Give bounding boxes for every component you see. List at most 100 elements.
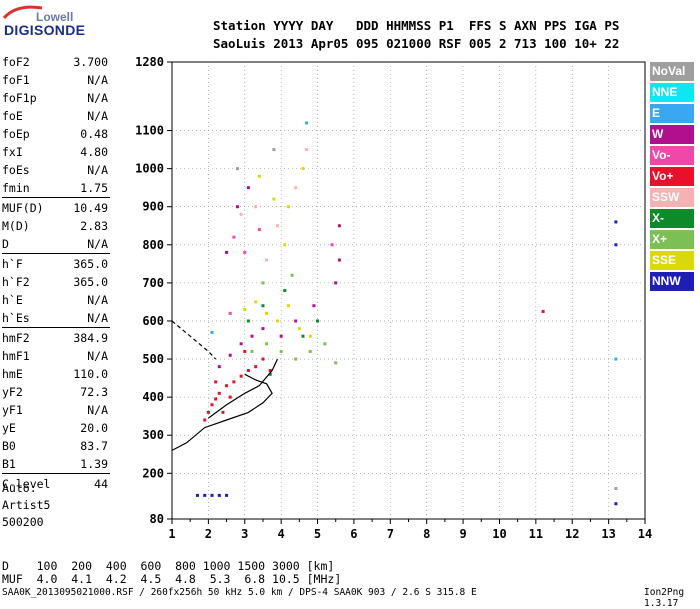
- param-value: 44: [94, 477, 108, 491]
- data-point: [261, 281, 265, 285]
- data-point: [265, 311, 269, 315]
- profile-trace-line: [171, 320, 217, 360]
- data-point: [614, 502, 618, 506]
- param-value: 0.48: [80, 127, 108, 141]
- param-key: C-level: [2, 477, 51, 491]
- param-key: hmF1: [2, 349, 30, 363]
- param-row: yE 20.0: [2, 421, 108, 439]
- data-point: [294, 357, 298, 361]
- param-key: yF2: [2, 385, 23, 399]
- data-point: [308, 349, 312, 353]
- data-point: [228, 353, 232, 357]
- param-row: hmE 110.0: [2, 367, 108, 385]
- auto-method: Artist5: [2, 498, 51, 512]
- data-point: [257, 228, 261, 232]
- y-tick-label: 80: [150, 512, 164, 526]
- data-point: [272, 197, 276, 201]
- param-key: hmE: [2, 367, 23, 381]
- data-point: [330, 243, 334, 247]
- data-point: [206, 410, 210, 414]
- y-tick-label: 900: [142, 200, 164, 214]
- data-point: [217, 365, 221, 369]
- legend-item: E: [650, 104, 694, 123]
- data-point: [334, 361, 338, 365]
- data-point: [239, 342, 243, 346]
- param-key: foF2: [2, 55, 30, 69]
- data-point: [250, 349, 254, 353]
- y-tick-label: 400: [142, 390, 164, 404]
- data-point: [225, 384, 229, 388]
- param-key: yF1: [2, 403, 23, 417]
- param-key: h`F2: [2, 275, 30, 289]
- data-point: [228, 311, 232, 315]
- param-key: h`F: [2, 257, 23, 271]
- data-point: [210, 493, 214, 497]
- data-point: [257, 174, 261, 178]
- param-value: 20.0: [80, 421, 108, 435]
- param-key: foEs: [2, 163, 30, 177]
- legend-item: Vo+: [650, 167, 694, 186]
- x-tick-label: 9: [459, 527, 466, 541]
- data-point: [235, 167, 239, 171]
- x-tick-label: 1: [168, 527, 175, 541]
- legend-item: Vo-: [650, 146, 694, 165]
- data-point: [294, 186, 298, 190]
- data-point: [337, 258, 341, 262]
- data-point: [221, 410, 225, 414]
- legend-item: X+: [650, 230, 694, 249]
- data-point: [301, 334, 305, 338]
- param-row: C-level 44: [2, 477, 108, 495]
- x-tick-label: 2: [205, 527, 212, 541]
- param-value: N/A: [87, 73, 108, 87]
- data-point: [286, 205, 290, 209]
- data-point: [232, 235, 236, 239]
- param-value: 110.0: [73, 367, 108, 381]
- param-key: MUF(D): [2, 201, 44, 215]
- param-key: fxI: [2, 145, 23, 159]
- logo-line1: Lowell: [36, 10, 74, 24]
- data-point: [217, 391, 221, 395]
- param-key: foEp: [2, 127, 30, 141]
- data-point: [283, 243, 287, 247]
- x-tick-label: 7: [387, 527, 394, 541]
- data-point: [243, 349, 247, 353]
- header-row-2: SaoLuis 2013 Apr05 095 021000 RSF 005 2 …: [213, 36, 620, 51]
- param-key: B1: [2, 457, 16, 471]
- param-row: hmF2 384.9: [2, 331, 108, 349]
- data-point: [614, 487, 618, 491]
- param-key: D: [2, 237, 9, 251]
- x-tick-label: 14: [638, 527, 652, 541]
- param-separator: [2, 197, 110, 198]
- data-point: [217, 493, 221, 497]
- data-point: [279, 349, 283, 353]
- param-key: foF1p: [2, 91, 37, 105]
- legend-item: NoVal: [650, 62, 694, 81]
- param-row: foF1 N/A: [2, 73, 108, 91]
- param-row: fxI 4.80: [2, 145, 108, 163]
- data-point: [334, 281, 338, 285]
- param-value: 384.9: [73, 331, 108, 345]
- footer-file-info: SAA0K_2013095021000.RSF / 260fx256h 50 k…: [2, 587, 477, 598]
- param-row: fmin 1.75: [2, 181, 108, 199]
- y-tick-label: 1100: [135, 124, 164, 138]
- data-point: [272, 148, 276, 152]
- x-tick-label: 10: [492, 527, 506, 541]
- y-tick-label: 1280: [135, 55, 164, 69]
- param-key: foE: [2, 109, 23, 123]
- param-value: 3.700: [73, 55, 108, 69]
- data-point: [316, 319, 320, 323]
- param-value: N/A: [87, 237, 108, 251]
- x-tick-label: 12: [565, 527, 579, 541]
- param-key: fmin: [2, 181, 30, 195]
- param-row: B0 83.7: [2, 439, 108, 457]
- y-tick-label: 300: [142, 428, 164, 442]
- legend-item: NNE: [650, 83, 694, 102]
- profile-trace-line: [171, 373, 273, 451]
- x-tick-label: 11: [529, 527, 543, 541]
- param-key: h`E: [2, 293, 23, 307]
- param-row: foF2 3.700: [2, 55, 108, 73]
- param-row: h`E N/A: [2, 293, 108, 311]
- data-point: [195, 493, 199, 497]
- data-point: [276, 319, 280, 323]
- data-point: [268, 372, 272, 376]
